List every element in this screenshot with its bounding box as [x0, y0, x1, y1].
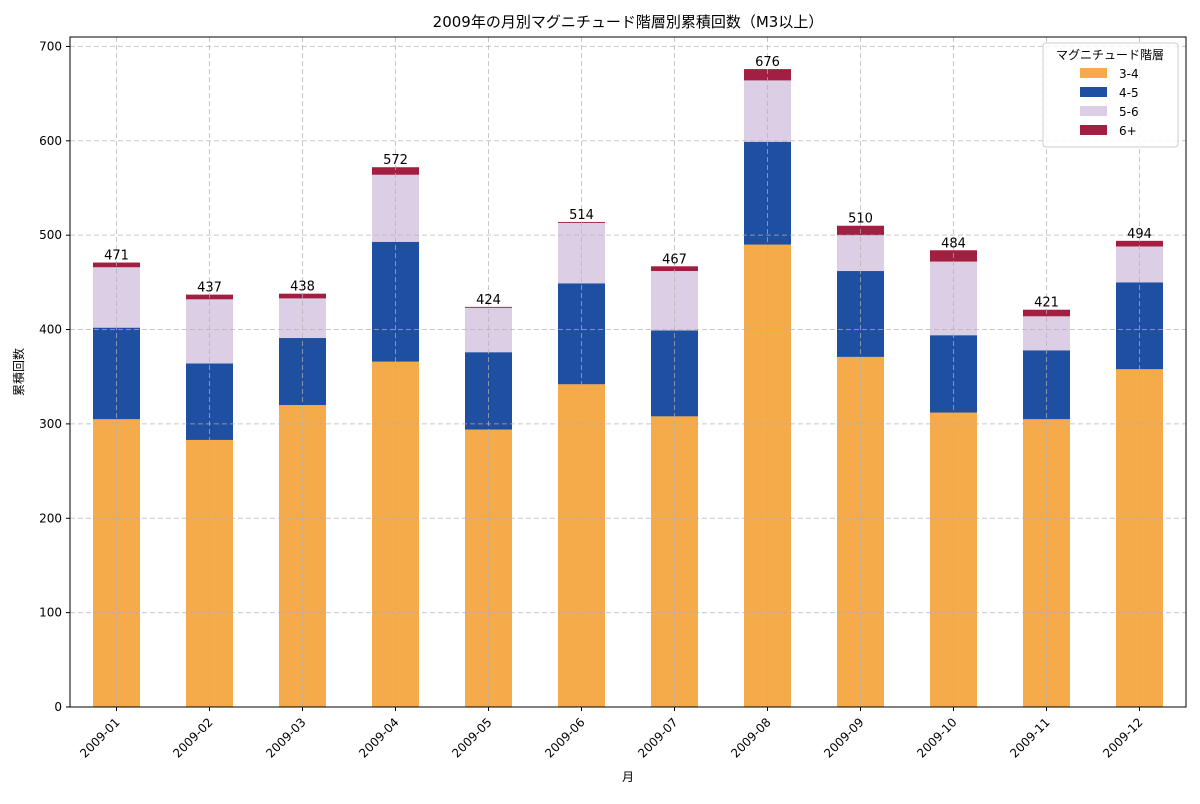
x-tick-label: 2009-10: [914, 715, 959, 760]
legend-box: [1042, 42, 1179, 148]
x-tick-label: 2009-11: [1007, 715, 1052, 760]
x-axis-label: 月: [622, 770, 634, 784]
total-label: 676: [755, 55, 780, 70]
total-label: 494: [1127, 227, 1152, 242]
total-label: 514: [569, 208, 594, 223]
y-tick-label: 0: [54, 700, 62, 714]
chart-title: 2009年の月別マグニチュード階層別累積回数（M3以上）: [433, 13, 824, 31]
legend-label: 5-6: [1119, 105, 1139, 119]
bar-segment-3-4: [1023, 419, 1070, 707]
y-tick-label: 200: [39, 511, 62, 525]
total-label: 467: [662, 252, 687, 267]
total-label: 484: [941, 236, 966, 251]
x-tick-label: 2009-09: [821, 715, 866, 760]
legend: マグニチュード階層 3-4 4-5 5-6 6+: [1042, 42, 1179, 148]
bar-segment-6+: [651, 266, 698, 272]
y-tick-label: 500: [39, 228, 62, 242]
bars: [93, 69, 1163, 707]
bar-segment-4-5: [279, 338, 326, 406]
legend-label: 3-4: [1119, 67, 1139, 81]
x-tick-label: 2009-03: [263, 715, 308, 760]
total-label: 572: [383, 153, 408, 168]
x-tick-label: 2009-01: [77, 715, 122, 760]
grid: [70, 37, 1186, 708]
x-axis: 2009-01 2009-02 2009-03 2009-04 2009-05 2009-…: [77, 707, 1146, 761]
total-label: 438: [290, 280, 315, 295]
legend-label: 6+: [1119, 124, 1137, 138]
y-tick-label: 400: [39, 323, 62, 337]
total-label: 421: [1034, 296, 1059, 311]
x-tick-label: 2009-06: [542, 715, 587, 760]
legend-title: マグニチュード階層: [1056, 47, 1164, 62]
bar-segment-6+: [372, 167, 419, 175]
bar-segment-6+: [744, 69, 791, 81]
bar-segment-3-4: [93, 419, 140, 707]
total-label: 471: [104, 249, 129, 264]
x-tick-label: 2009-02: [170, 715, 215, 760]
y-tick-label: 300: [39, 417, 62, 431]
legend-swatch-4-5: [1080, 87, 1107, 97]
total-label: 510: [848, 212, 873, 227]
y-axis: 0 100 200 300 400 500 600 700: [39, 39, 70, 714]
y-tick-label: 600: [39, 134, 62, 148]
x-tick-label: 2009-07: [635, 715, 680, 760]
y-tick-label: 100: [39, 606, 62, 620]
y-axis-label: 累積回数: [11, 348, 26, 396]
total-label: 437: [197, 281, 222, 296]
x-tick-label: 2009-08: [728, 715, 773, 760]
legend-swatch-6+: [1080, 125, 1107, 135]
total-labels: 471 437 438 572 424 514 467 676 510 484 421 494: [104, 55, 1152, 311]
plot-frame: [69, 36, 1187, 708]
legend-label: 4-5: [1119, 86, 1139, 100]
legend-swatch-5-6: [1080, 106, 1107, 116]
y-tick-label: 700: [39, 39, 62, 53]
bar-segment-6+: [1116, 240, 1163, 247]
bar-segment-6+: [465, 306, 512, 308]
legend-swatch-3-4: [1080, 68, 1107, 78]
total-label: 424: [476, 293, 501, 308]
x-tick-label: 2009-04: [356, 715, 401, 760]
x-tick-label: 2009-05: [449, 715, 494, 760]
x-tick-label: 2009-12: [1100, 715, 1145, 760]
